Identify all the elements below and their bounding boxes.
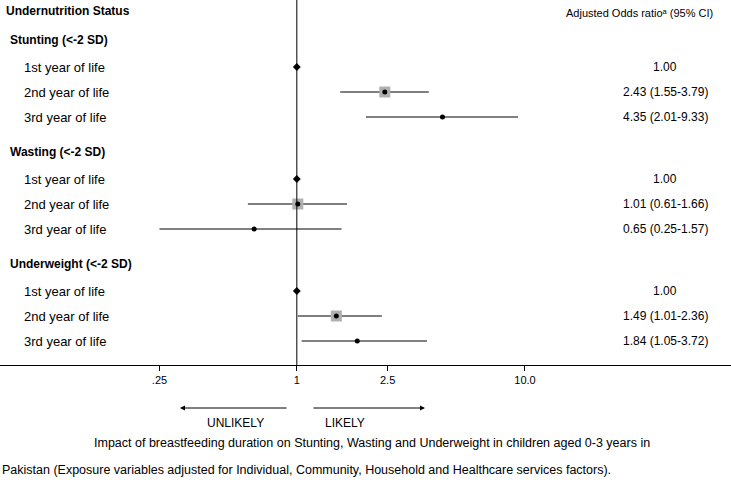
svg-text:.25: .25 [152, 374, 167, 386]
svg-text:LIKELY: LIKELY [325, 416, 365, 430]
svg-text:1: 1 [294, 374, 300, 386]
svg-text:1.84 (1.05-3.72): 1.84 (1.05-3.72) [623, 334, 708, 348]
svg-text:3rd year of life: 3rd year of life [24, 222, 106, 237]
svg-text:2.5: 2.5 [380, 374, 395, 386]
svg-text:Stunting (<-2 SD): Stunting (<-2 SD) [10, 33, 108, 47]
svg-text:3rd year of life: 3rd year of life [24, 334, 106, 349]
svg-text:1st year of life: 1st year of life [24, 60, 105, 75]
svg-text:Wasting (<-2 SD): Wasting (<-2 SD) [10, 145, 105, 159]
svg-text:2nd year of life: 2nd year of life [24, 309, 109, 324]
svg-text:1.01 (0.61-1.66): 1.01 (0.61-1.66) [623, 197, 708, 211]
svg-text:4.35 (2.01-9.33): 4.35 (2.01-9.33) [623, 110, 708, 124]
svg-text:10.0: 10.0 [514, 374, 535, 386]
svg-text:2.43 (1.55-3.79): 2.43 (1.55-3.79) [623, 85, 708, 99]
svg-text:0.65 (0.25-1.57): 0.65 (0.25-1.57) [623, 222, 708, 236]
svg-text:1st year of life: 1st year of life [24, 172, 105, 187]
svg-text:Pakistan (Exposure variables a: Pakistan (Exposure variables adjusted fo… [2, 463, 611, 477]
svg-text:2nd year of life: 2nd year of life [24, 85, 109, 100]
svg-text:Adjusted Odds ratioᵃ (95% CI): Adjusted Odds ratioᵃ (95% CI) [566, 7, 713, 19]
svg-text:2nd year of life: 2nd year of life [24, 197, 109, 212]
svg-text:UNLIKELY: UNLIKELY [207, 416, 264, 430]
svg-text:1st year of life: 1st year of life [24, 284, 105, 299]
svg-text:1.49 (1.01-2.36): 1.49 (1.01-2.36) [623, 309, 708, 323]
svg-text:Impact of breastfeeding durati: Impact of breastfeeding duration on Stun… [94, 436, 650, 450]
svg-text:3rd year of life: 3rd year of life [24, 110, 106, 125]
svg-text:Undernutrition Status: Undernutrition Status [6, 4, 130, 18]
svg-text:1.00: 1.00 [653, 284, 677, 298]
svg-text:1.00: 1.00 [653, 60, 677, 74]
svg-text:1.00: 1.00 [653, 172, 677, 186]
svg-text:Underweight (<-2 SD): Underweight (<-2 SD) [10, 257, 132, 271]
